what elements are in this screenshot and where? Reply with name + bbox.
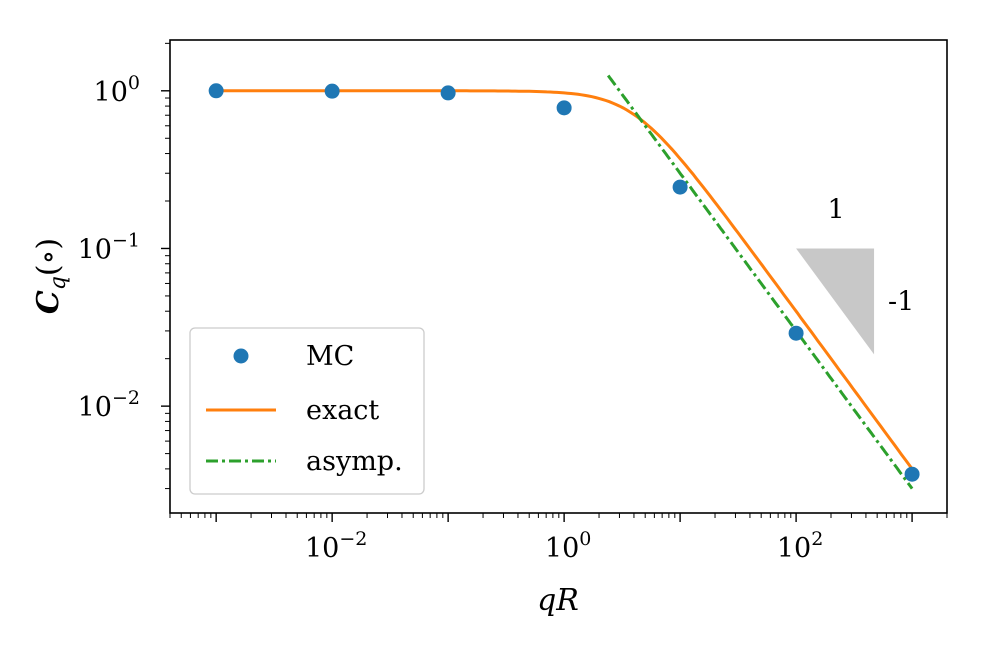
x-tick-label: 100 (545, 528, 591, 564)
slope-rise-label: -1 (888, 286, 914, 317)
slope-triangle (796, 248, 875, 355)
annotation-layer: 1 -1 (796, 194, 914, 355)
legend: MC exact asymp. (189, 327, 425, 495)
y-tick-label: 10−2 (78, 387, 140, 423)
mc-data-point (556, 100, 572, 116)
legend-label: MC (306, 341, 354, 372)
x-axis-label: qR (537, 583, 579, 618)
series-asymp-line (606, 74, 914, 490)
slope-run-label: 1 (827, 194, 844, 225)
legend-label: asymp. (306, 446, 403, 477)
mc-data-point (324, 83, 340, 99)
series-layer (208, 74, 920, 490)
mc-data-point (672, 179, 688, 195)
ticks-layer: 10−2 100 102 100 10−1 10−2 (78, 42, 948, 564)
x-tick-label: 102 (777, 528, 823, 564)
y-tick-label: 10−1 (78, 229, 140, 265)
y-tick-label: 100 (94, 72, 140, 108)
legend-marker-mc (233, 348, 249, 364)
mc-data-point (904, 466, 920, 482)
x-tick-label: 10−2 (305, 528, 367, 564)
mc-data-point (788, 325, 804, 341)
mc-data-point (208, 83, 224, 99)
mc-data-point (440, 85, 456, 101)
legend-label: exact (306, 395, 379, 426)
legend-box (189, 327, 425, 495)
y-axis-label: Cq(∘) (31, 238, 71, 314)
